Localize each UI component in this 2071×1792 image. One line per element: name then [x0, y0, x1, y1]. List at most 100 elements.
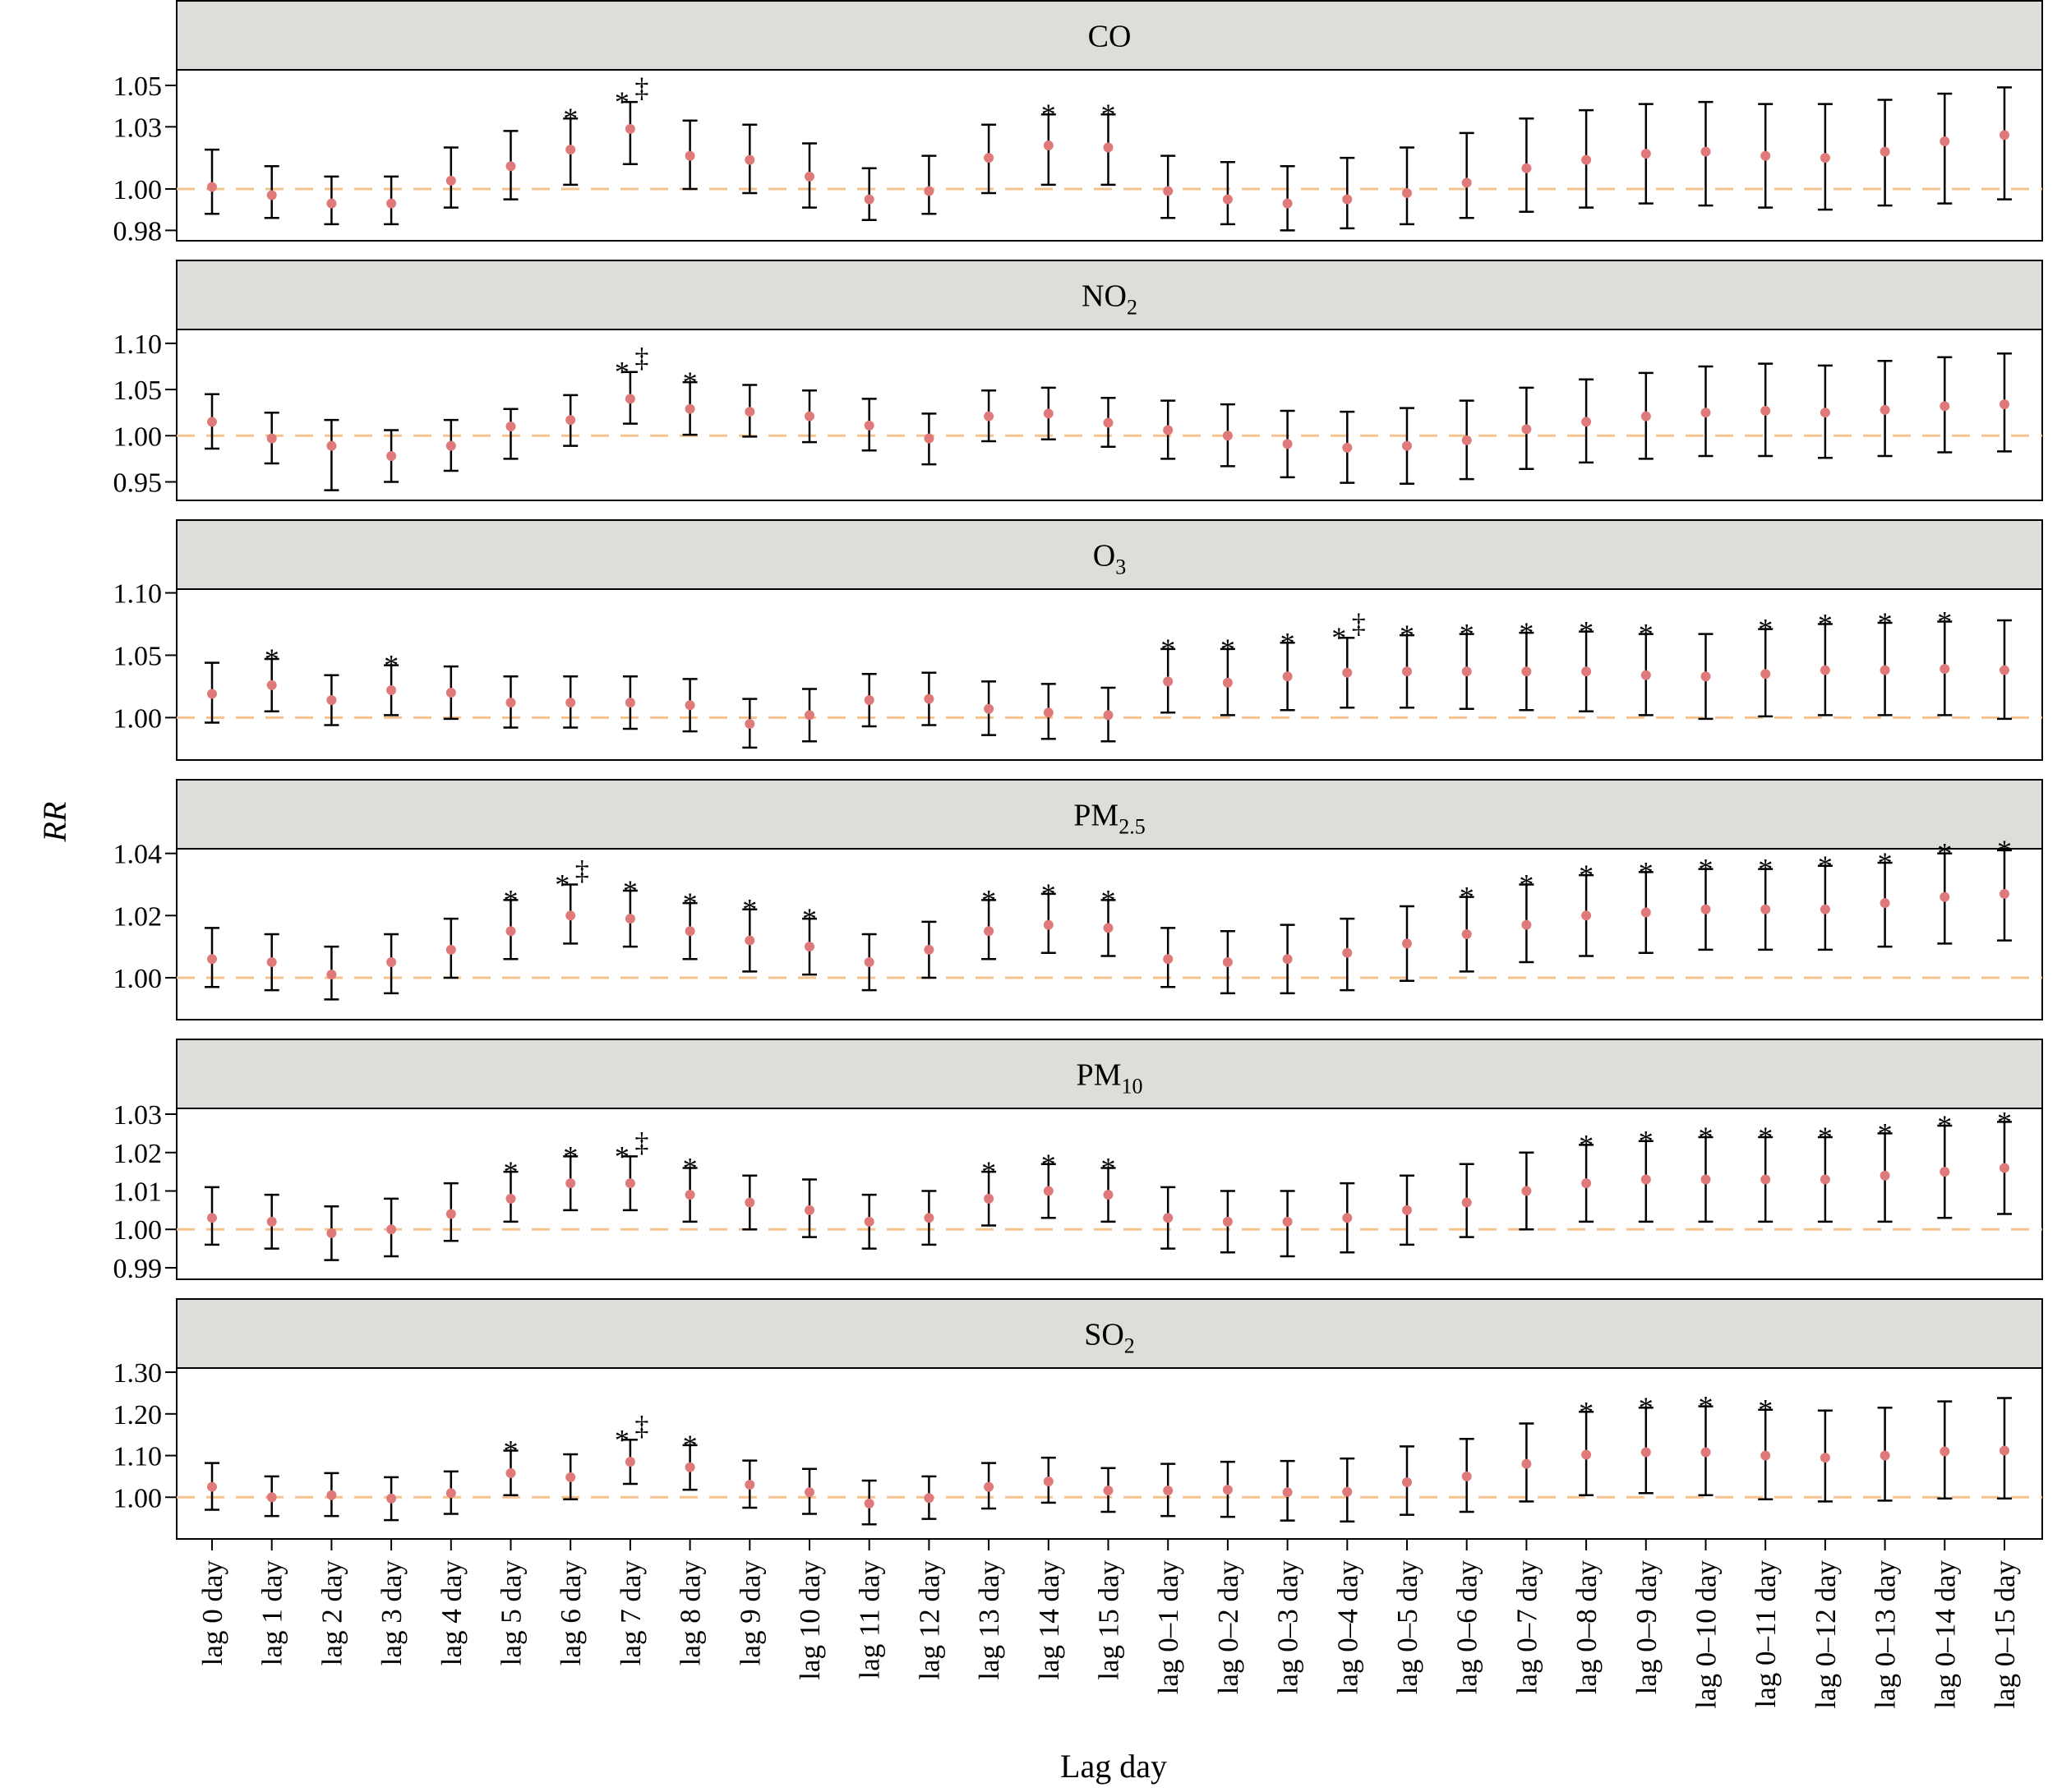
rr-point [1103, 1190, 1114, 1200]
rr-point [924, 693, 934, 704]
rr-point [1700, 408, 1711, 418]
rr-point [1282, 671, 1293, 682]
rr-point [1402, 666, 1412, 677]
rr-point [1461, 177, 1472, 188]
y-tick-label: 1.00 [113, 964, 163, 994]
significance-star: * [1878, 1117, 1893, 1149]
x-tick-label: lag 10 day [794, 1560, 826, 1680]
rr-point [1043, 1186, 1054, 1196]
x-tick-label: lag 7 day [615, 1560, 647, 1666]
rr-point [1640, 907, 1651, 918]
significance-star: * [1101, 883, 1116, 916]
significance-star: * [1878, 606, 1893, 639]
panel-header [176, 0, 2043, 71]
rr-point [266, 679, 277, 690]
rr-point [1163, 186, 1174, 196]
rr-point [745, 407, 755, 417]
double-dagger-mark: ‡ [634, 1127, 648, 1158]
significance-star: * [1160, 633, 1175, 666]
rr-point [1760, 1450, 1771, 1461]
rr-point [1820, 1453, 1830, 1463]
rr-point [1880, 898, 1890, 909]
significance-star: * [683, 366, 698, 398]
rr-point [326, 695, 337, 706]
rr-point [1103, 417, 1114, 428]
significance-star: * [1639, 1391, 1654, 1424]
x-tick-label: lag 0–10 day [1690, 1560, 1723, 1709]
x-tick-label: lag 0–8 day [1571, 1560, 1603, 1695]
rr-point [1521, 1186, 1532, 1196]
rr-point [1342, 667, 1353, 678]
rr-point [1521, 424, 1532, 435]
significance-star: * [1579, 1128, 1594, 1161]
rr-point [1342, 1486, 1353, 1497]
rr-point [207, 182, 217, 192]
x-tick-label: lag 0–3 day [1272, 1560, 1304, 1695]
rr-point [2000, 130, 2009, 141]
rr-point [924, 186, 934, 196]
significance-star: * [1699, 1121, 1714, 1154]
significance-star: * [1758, 853, 1773, 886]
rr-point [565, 415, 576, 426]
significance-star: * [981, 1155, 996, 1188]
panel-header [176, 1298, 2043, 1369]
y-tick-label: 0.95 [113, 468, 163, 499]
rr-point [1043, 1476, 1054, 1486]
rr-point [685, 1462, 695, 1472]
rr-point [1222, 957, 1233, 968]
panel-header [176, 260, 2043, 330]
panel-0: CO0.981.001.031.05** ‡* * [113, 0, 2043, 246]
error-bar [1400, 146, 1414, 226]
rr-point [1402, 938, 1412, 949]
rr-point [1521, 1458, 1532, 1469]
panel-title-subscript: 2.5 [1119, 815, 1146, 839]
panel-plot-area [176, 69, 2043, 242]
rr-point [1282, 198, 1293, 209]
x-tick-label: lag 8 day [675, 1560, 707, 1666]
rr-point [685, 150, 695, 161]
rr-point [505, 1193, 516, 1204]
rr-point [386, 957, 397, 968]
x-tick-label: lag 0–9 day [1631, 1560, 1663, 1695]
y-tick-label: 1.10 [113, 329, 163, 360]
significance-star: * [802, 902, 817, 935]
rr-point [1103, 923, 1114, 933]
rr-point [805, 411, 814, 422]
rr-point [266, 433, 277, 444]
rr-point [1700, 146, 1711, 157]
rr-point [445, 1488, 456, 1499]
rr-point [326, 1228, 337, 1238]
significance-star: * [615, 356, 630, 389]
rr-point [625, 1178, 635, 1189]
rr-point [1760, 150, 1771, 161]
rr-point [1342, 947, 1353, 958]
panel-title: CO [1088, 20, 1132, 54]
rr-point [1940, 891, 1950, 902]
rr-point [864, 695, 874, 706]
rr-point [386, 451, 397, 462]
significance-star: * [1101, 98, 1116, 131]
rr-point [565, 1178, 576, 1189]
rr-point [625, 698, 635, 708]
rr-point [745, 935, 755, 946]
rr-point [984, 153, 994, 164]
significance-star: * [1878, 846, 1893, 879]
significance-star: * [1519, 616, 1534, 649]
rr-point [625, 123, 635, 134]
rr-point [924, 1213, 934, 1223]
rr-point [1222, 431, 1233, 441]
panel-plot-area [176, 329, 2043, 501]
rr-point [386, 1224, 397, 1235]
rr-point [207, 954, 217, 965]
rr-point [1760, 904, 1771, 914]
x-tick-label: lag 9 day [734, 1560, 766, 1666]
significance-star: * [615, 1423, 630, 1456]
rr-point [1940, 136, 1950, 146]
double-dagger-mark: ‡ [634, 343, 648, 374]
rr-point [386, 684, 397, 695]
rr-point [924, 944, 934, 955]
y-tick-label: 1.03 [113, 1100, 163, 1131]
rr-point [2000, 665, 2009, 675]
rr-point [207, 689, 217, 699]
